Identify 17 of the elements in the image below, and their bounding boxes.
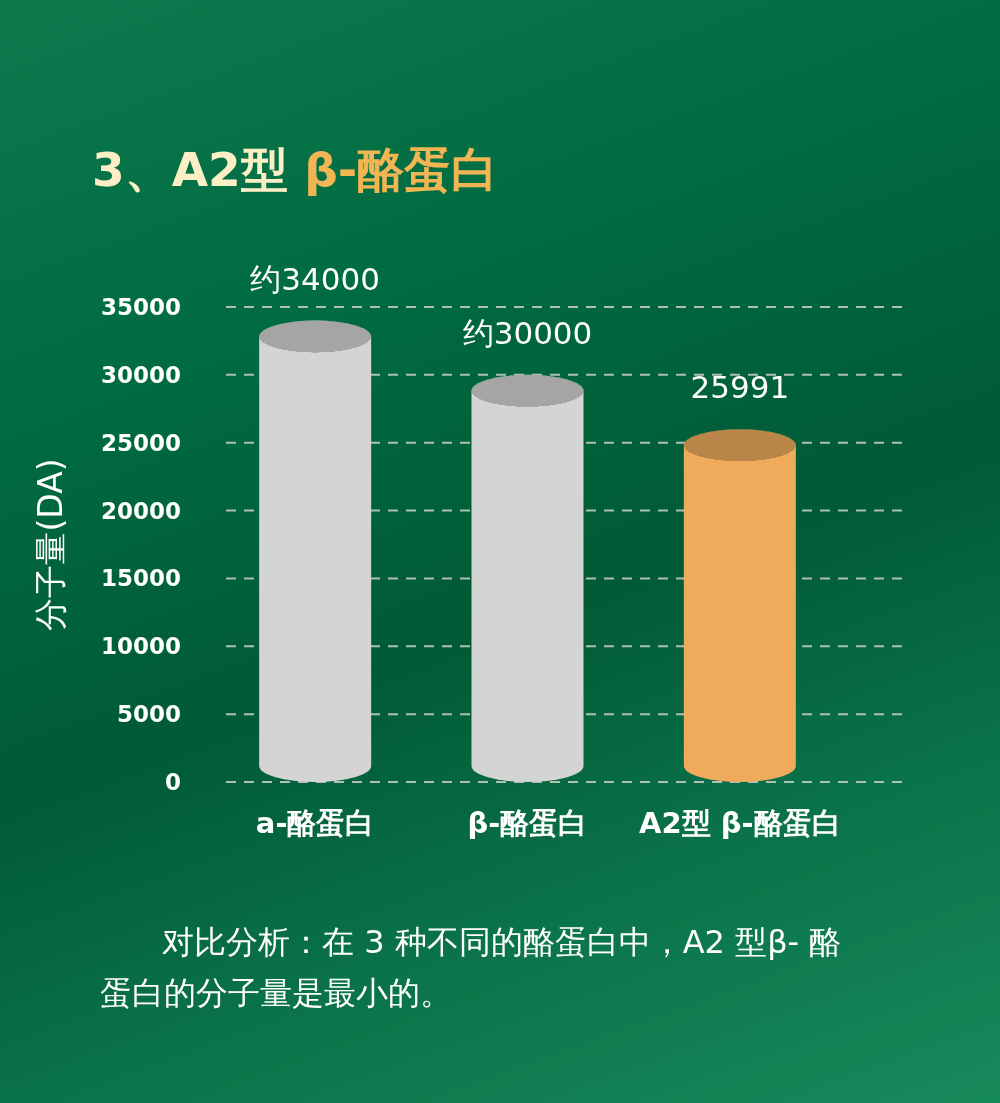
data-label: 约34000 xyxy=(250,260,380,297)
title: 3、A2型 β-酪蛋白 xyxy=(92,142,499,197)
data-label: 约30000 xyxy=(462,314,593,351)
ylabel: 分子量(DA) xyxy=(31,458,70,631)
text: 对比分析：在 3 种不同的酪蛋白中，A2 型β- 酪蛋白的分子量是最小的。 xyxy=(100,922,843,1014)
x-tick-label: A2型 β-酪蛋白 xyxy=(639,806,841,840)
y-tick-label: 0 xyxy=(164,769,181,795)
y-tick-label: 25000 xyxy=(100,429,181,456)
y-tick-label: 10000 xyxy=(100,633,181,660)
y-tick-label: 5000 xyxy=(116,701,181,728)
x-tick-label: a-酪蛋白 xyxy=(255,806,375,840)
y-tick-label: 20000 xyxy=(100,497,181,524)
x-tick-label: β-酪蛋白 xyxy=(467,806,588,840)
y-tick-label: 30000 xyxy=(100,361,181,388)
y-tick-label: 35000 xyxy=(100,294,181,320)
y-tick-label: 15000 xyxy=(100,565,181,592)
data-label: 25991 xyxy=(690,369,790,406)
